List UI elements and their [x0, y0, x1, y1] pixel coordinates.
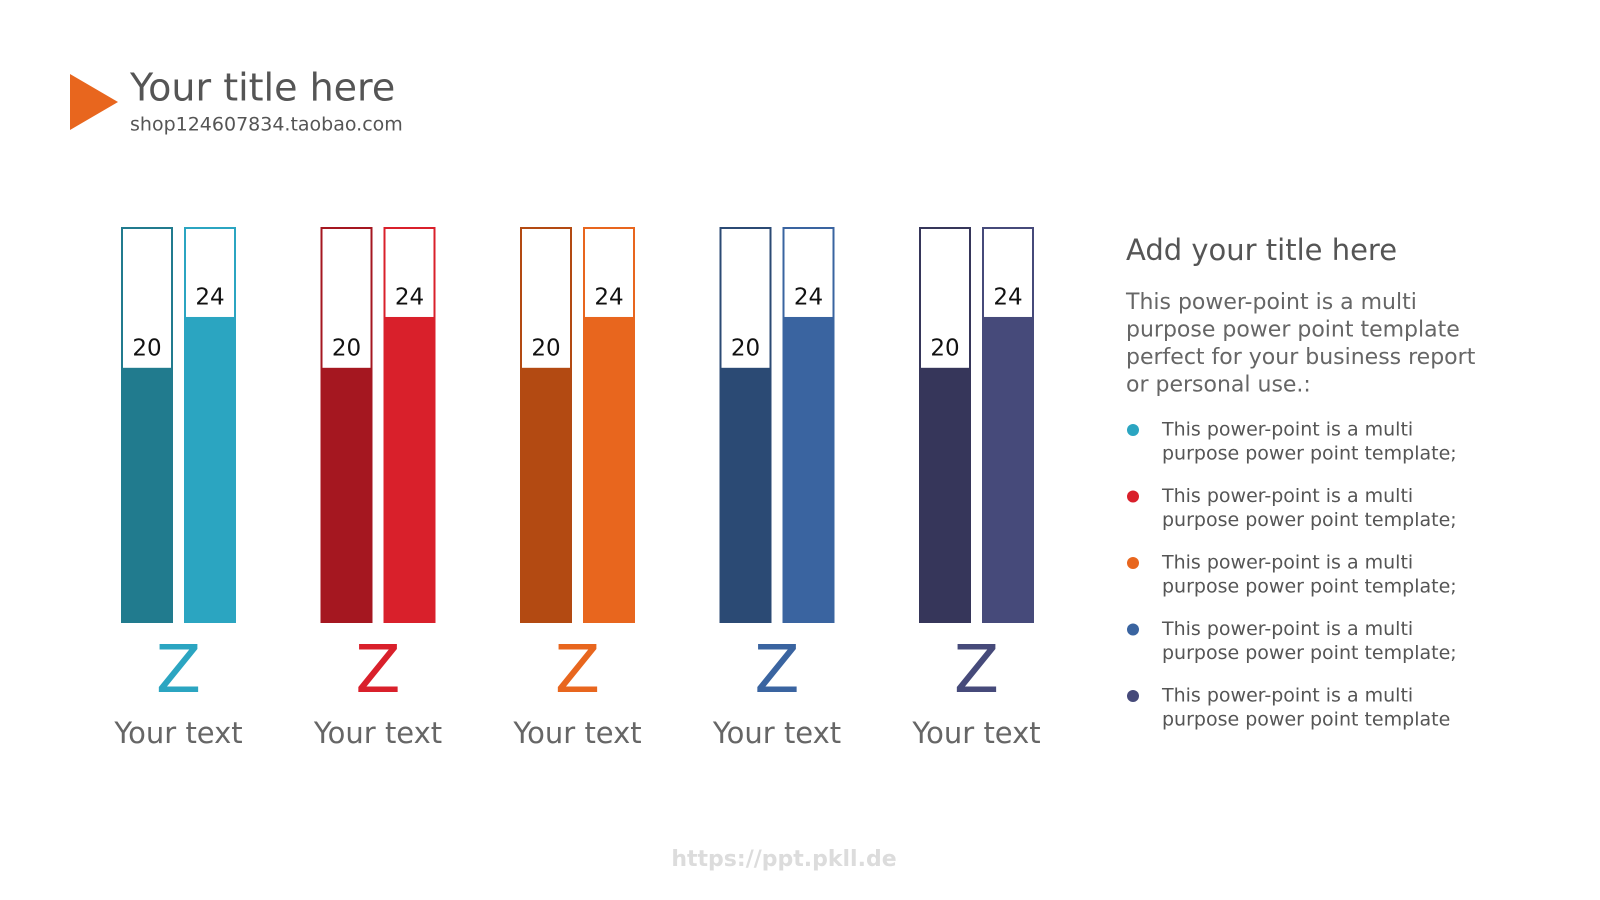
category-icon: Z [355, 631, 400, 708]
slide-title: Your title here [129, 66, 395, 110]
bullet-text: This power-point is a multi [1161, 485, 1413, 507]
bar [185, 316, 235, 622]
value-label: 24 [794, 284, 823, 310]
bullet-dot [1127, 424, 1139, 436]
sidebar-text: or personal use.: [1126, 373, 1311, 398]
bullet-dot [1127, 557, 1139, 569]
category-icon: Z [954, 631, 999, 708]
title-triangle [70, 74, 118, 130]
bar [783, 316, 834, 622]
value-label: 24 [993, 284, 1022, 310]
value-label: 20 [930, 335, 959, 361]
watermark: https://ppt.pkll.de [671, 847, 896, 872]
bullet-text: purpose power point template [1162, 709, 1450, 731]
slide-subtitle: shop124607834.taobao.com [130, 114, 403, 136]
sidebar-text: This power-point is a multi [1125, 290, 1417, 315]
bullet-text: This power-point is a multi [1161, 618, 1413, 640]
value-label: 20 [332, 335, 361, 361]
bullet-dot [1127, 490, 1139, 503]
sidebar-title: Add your title here [1126, 233, 1397, 267]
sidebar-text: perfect for your business report [1126, 345, 1476, 370]
bar [584, 316, 634, 622]
bar [122, 367, 172, 622]
category-icon: Z [754, 631, 799, 708]
category-label: Your text [911, 716, 1040, 750]
category-icon: Z [555, 631, 600, 708]
bar [521, 367, 571, 622]
category-label: Your text [113, 716, 242, 750]
bullet-text: purpose power point template; [1162, 443, 1457, 465]
value-label: 24 [195, 284, 224, 310]
category-label: Your text [512, 716, 641, 750]
bullet-text: This power-point is a multi [1161, 685, 1413, 707]
category-label: Your text [313, 716, 442, 750]
value-label: 20 [531, 335, 560, 361]
bullet-text: This power-point is a multi [1161, 419, 1413, 441]
bar [321, 367, 372, 622]
category-label: Your text [712, 716, 841, 750]
bar [720, 367, 771, 622]
value-label: 24 [395, 284, 424, 310]
bullet-dot [1127, 690, 1139, 702]
bullet-text: purpose power point template; [1162, 509, 1457, 531]
value-label: 20 [731, 335, 760, 361]
sidebar-text: purpose power point template [1126, 318, 1460, 343]
bar [384, 316, 435, 622]
bullet-text: purpose power point template; [1162, 642, 1457, 664]
value-label: 24 [594, 284, 623, 310]
value-label: 20 [132, 335, 161, 361]
bar [983, 316, 1033, 622]
category-icon: Z [156, 631, 201, 708]
bullet-text: purpose power point template; [1162, 576, 1457, 598]
bar [920, 367, 970, 622]
bullet-text: This power-point is a multi [1161, 552, 1413, 574]
bullet-dot [1127, 623, 1139, 636]
